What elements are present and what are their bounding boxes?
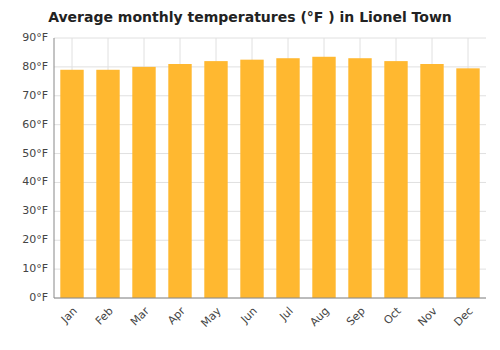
x-tick-label: Nov: [415, 304, 440, 329]
y-tick-label: 70°F: [22, 89, 48, 102]
bar: [60, 70, 83, 298]
y-tick-label: 30°F: [22, 204, 48, 217]
bar: [276, 58, 299, 298]
grid: [54, 38, 486, 298]
bar: [312, 57, 335, 298]
x-tick-label: Sep: [344, 305, 368, 329]
x-tick-label: Jan: [58, 305, 80, 327]
x-tick-label: May: [198, 304, 224, 330]
x-tick-label: Oct: [381, 304, 404, 327]
bars: [60, 57, 479, 298]
grid-line: [54, 38, 486, 39]
y-axis-line: [54, 38, 55, 298]
y-tick-label: 60°F: [22, 118, 48, 131]
bar: [96, 70, 119, 298]
y-tick-label: 0°F: [29, 291, 48, 304]
title: Average monthly temperatures (°F ) in Li…: [48, 9, 452, 25]
bar: [456, 68, 479, 298]
bar: [240, 60, 263, 298]
y-axis: 0°F 10°F 20°F 30°F 40°F 50°F 60°F 70°F 80°F 90°F: [22, 31, 48, 304]
y-tick-label: 20°F: [22, 233, 48, 246]
y-tick-label: 10°F: [22, 262, 48, 275]
grid-line: [54, 298, 486, 299]
x-tick-label: Jul: [276, 305, 295, 324]
x-axis-line: [54, 298, 486, 299]
bar: [420, 64, 443, 298]
y-tick-label: 50°F: [22, 147, 48, 160]
x-tick-label: Aug: [307, 305, 331, 329]
x-axis: Jan Feb Mar Apr May Jun Jul Aug Sep Oct Nov Dec: [58, 304, 476, 330]
bar: [384, 61, 407, 298]
x-tick-label: Feb: [93, 305, 116, 328]
x-tick-label: Mar: [128, 304, 152, 328]
bar: [132, 67, 155, 298]
bar: [168, 64, 191, 298]
x-tick-label: Dec: [452, 305, 476, 329]
y-tick-label: 90°F: [22, 31, 48, 44]
bar: [348, 58, 371, 298]
bar: [204, 61, 227, 298]
y-tick-label: 40°F: [22, 175, 48, 188]
x-tick-label: Jun: [238, 305, 260, 327]
y-tick-label: 80°F: [22, 60, 48, 73]
x-tick-label: Apr: [165, 304, 188, 327]
chart: 0°F 10°F 20°F 30°F 40°F 50°F 60°F 70°F 80°F 90°F J…: [0, 0, 500, 350]
